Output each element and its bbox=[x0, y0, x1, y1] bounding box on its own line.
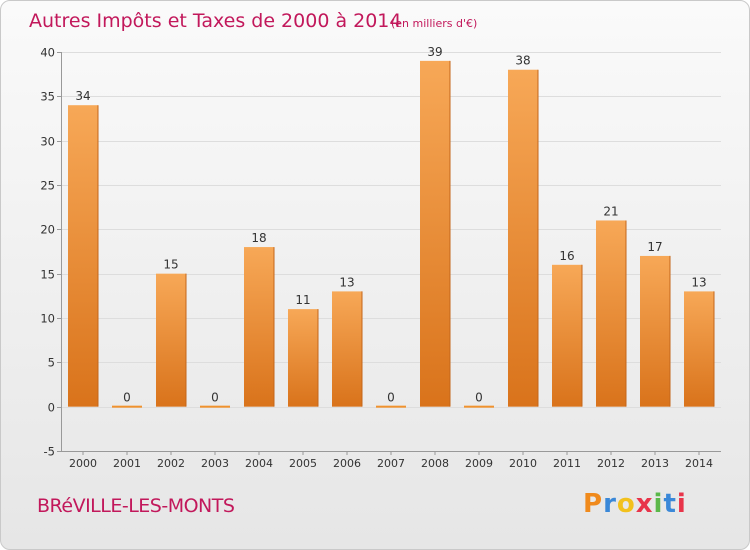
bar bbox=[288, 309, 318, 407]
logo-letter: i bbox=[653, 489, 664, 519]
bar bbox=[552, 264, 582, 407]
x-tick-label: 2013 bbox=[641, 457, 669, 470]
logo-letter: r bbox=[603, 489, 617, 519]
value-label: 0 bbox=[123, 391, 131, 405]
value-label: 21 bbox=[603, 204, 618, 218]
y-tick-label: 35 bbox=[40, 90, 55, 104]
y-tick-label: 25 bbox=[40, 179, 55, 193]
bar bbox=[200, 405, 230, 408]
bars bbox=[68, 60, 715, 408]
value-label: 17 bbox=[647, 240, 662, 254]
commune-name: BRéVILLE-LES-MONTS bbox=[37, 495, 235, 517]
x-tick-label: 2012 bbox=[597, 457, 625, 470]
bar bbox=[244, 247, 274, 407]
logo-letter: t bbox=[663, 489, 677, 519]
y-tick-label: 0 bbox=[48, 401, 55, 415]
bar bbox=[112, 405, 142, 408]
bar bbox=[684, 291, 714, 407]
bar bbox=[640, 255, 670, 407]
logo-letter: i bbox=[676, 489, 687, 519]
bar bbox=[376, 405, 406, 408]
x-tick-label: 2011 bbox=[553, 457, 581, 470]
value-label: 0 bbox=[387, 391, 395, 405]
logo-letter: x bbox=[635, 489, 654, 519]
y-tick-label: 15 bbox=[40, 268, 55, 282]
value-label: 13 bbox=[691, 275, 706, 289]
x-tick-label: 2010 bbox=[509, 457, 537, 470]
value-label: 0 bbox=[475, 391, 483, 405]
value-label: 15 bbox=[163, 258, 178, 272]
y-tick-label: 30 bbox=[40, 135, 55, 149]
bar bbox=[596, 220, 626, 407]
value-label: 11 bbox=[295, 293, 310, 307]
bar bbox=[156, 273, 186, 407]
value-label: 13 bbox=[339, 275, 354, 289]
bar bbox=[332, 291, 362, 407]
x-tick-label: 2003 bbox=[201, 457, 229, 470]
value-label: 16 bbox=[559, 249, 574, 263]
y-tick-label: -5 bbox=[44, 445, 55, 459]
logo-letter: o bbox=[616, 489, 636, 519]
y-tick-label: 20 bbox=[40, 223, 55, 237]
value-label: 39 bbox=[427, 45, 442, 59]
x-tick-label: 2001 bbox=[113, 457, 141, 470]
x-tick-label: 2002 bbox=[157, 457, 185, 470]
value-label: 38 bbox=[515, 54, 530, 68]
x-tick-label: 2006 bbox=[333, 457, 361, 470]
value-label: 0 bbox=[211, 391, 219, 405]
value-label: 34 bbox=[75, 89, 90, 103]
logo-letter: P bbox=[583, 489, 604, 519]
x-tick-label: 2014 bbox=[685, 457, 713, 470]
value-labels: 34 0 15 0 18 11 13 0 39 0 38 16 21 17 13 bbox=[75, 45, 706, 405]
bar bbox=[464, 405, 494, 408]
x-tick-label: 2008 bbox=[421, 457, 449, 470]
proxiti-logo[interactable]: Proxiti bbox=[583, 489, 687, 519]
value-label: 18 bbox=[251, 231, 266, 245]
bar bbox=[68, 105, 98, 407]
x-tick-label: 2000 bbox=[69, 457, 97, 470]
x-tick-label: 2007 bbox=[377, 457, 405, 470]
y-tick-label: 5 bbox=[48, 356, 55, 370]
chart-subtitle: (en milliers d'€) bbox=[391, 17, 477, 30]
y-tick-label: 40 bbox=[40, 46, 55, 60]
x-tick-label: 2005 bbox=[289, 457, 317, 470]
chart-title: Autres Impôts et Taxes de 2000 à 2014 bbox=[29, 10, 402, 32]
y-tick-label: 10 bbox=[40, 312, 55, 326]
y-axis-ticks: -5 0 5 10 15 20 25 30 35 40 bbox=[40, 46, 61, 459]
x-tick-label: 2009 bbox=[465, 457, 493, 470]
x-tick-label: 2004 bbox=[245, 457, 273, 470]
x-axis-ticks: 2000 2001 2002 2003 2004 2005 2006 2007 2008 2009… bbox=[69, 451, 713, 470]
bar bbox=[420, 60, 450, 407]
bar bbox=[508, 69, 538, 407]
